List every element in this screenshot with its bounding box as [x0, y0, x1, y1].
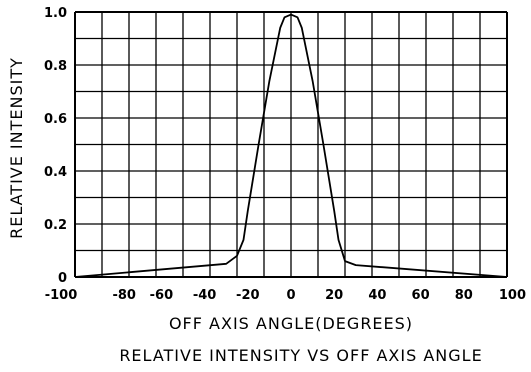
chart-title: RELATIVE INTENSITY VS OFF AXIS ANGLE [119, 346, 482, 365]
y-tick-label: 1.0 [44, 6, 67, 21]
y-tick-label: 0.2 [44, 218, 67, 233]
x-axis-title: OFF AXIS ANGLE(DEGREES) [169, 314, 413, 333]
y-tick-label: 0.8 [44, 59, 67, 74]
x-tick-label: 0 [286, 288, 295, 303]
x-tick-label: -20 [236, 288, 260, 303]
y-tick-labels: 0 0.2 0.4 0.6 0.8 1.0 [44, 6, 67, 286]
y-tick-label: 0.4 [44, 165, 67, 180]
x-tick-label: 60 [412, 288, 430, 303]
grid [74, 11, 508, 278]
x-tick-label: -40 [193, 288, 217, 303]
x-tick-label: -100 [45, 288, 78, 303]
intensity-curve [74, 13, 508, 278]
x-tick-label: 100 [499, 288, 526, 303]
x-tick-label: 20 [325, 288, 343, 303]
x-tick-labels: -100 -80 -60 -40 -20 0 20 40 60 80 100 [45, 288, 526, 303]
curve-layer [74, 13, 508, 278]
y-axis-title: RELATIVE INTENSITY [7, 57, 26, 239]
x-tick-label: 80 [455, 288, 473, 303]
y-tick-label: 0.6 [44, 112, 67, 127]
y-tick-label: 0 [58, 271, 67, 286]
x-tick-label: 40 [368, 288, 386, 303]
x-tick-label: -80 [112, 288, 136, 303]
x-tick-label: -60 [150, 288, 174, 303]
